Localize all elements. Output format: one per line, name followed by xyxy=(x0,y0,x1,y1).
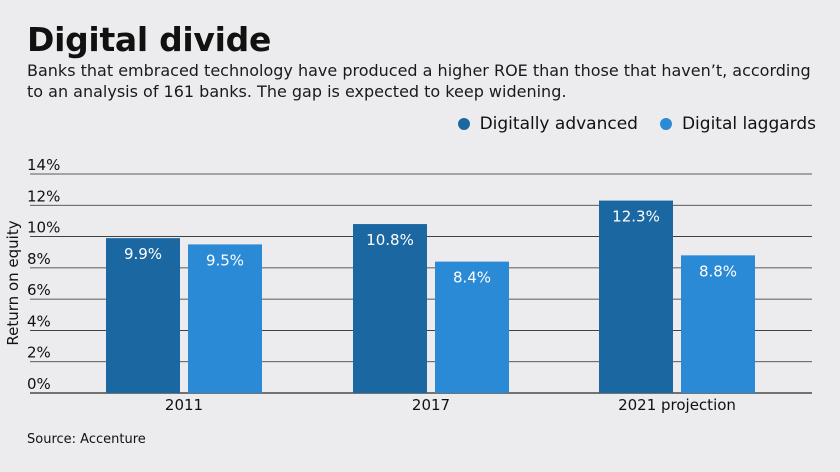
y-tick-label: 4% xyxy=(27,312,51,330)
x-category-label: 2011 xyxy=(165,396,203,414)
chart-subtitle: Banks that embraced technology have prod… xyxy=(27,61,811,101)
y-tick-label: 12% xyxy=(27,187,60,205)
legend-swatch-laggards xyxy=(659,118,672,130)
bar xyxy=(188,244,262,393)
bar-value-label: 12.3% xyxy=(612,208,660,226)
bar xyxy=(435,261,509,393)
bar xyxy=(599,200,673,393)
bar xyxy=(353,224,427,393)
y-tick-label: 6% xyxy=(27,281,51,299)
y-tick-label: 2% xyxy=(27,344,51,362)
x-category-label: 2017 xyxy=(412,396,450,414)
y-tick-label: 14% xyxy=(27,156,60,174)
source-note: Source: Accenture xyxy=(27,432,146,447)
bar-value-label: 9.5% xyxy=(206,251,244,269)
legend-item-advanced: Digitally advanced xyxy=(457,114,638,134)
legend-swatch-advanced xyxy=(457,118,470,130)
bar-value-label: 10.8% xyxy=(366,231,414,249)
y-tick-label: 8% xyxy=(27,250,51,268)
legend: Digitally advanced Digital laggards xyxy=(457,114,816,134)
y-axis-title: Return on equity xyxy=(4,220,22,345)
bar xyxy=(106,238,180,393)
x-category-label: 2021 projection xyxy=(618,396,736,414)
bar xyxy=(681,255,755,393)
bar-value-label: 9.9% xyxy=(124,245,162,263)
bar-value-label: 8.4% xyxy=(453,269,491,287)
legend-label-advanced: Digitally advanced xyxy=(479,114,638,134)
bar-value-label: 8.8% xyxy=(699,262,737,280)
y-tick-label: 10% xyxy=(27,219,60,237)
chart-title: Digital divide xyxy=(27,20,272,59)
y-tick-label: 0% xyxy=(27,375,51,393)
legend-label-laggards: Digital laggards xyxy=(681,114,816,134)
legend-item-laggards: Digital laggards xyxy=(659,114,816,134)
